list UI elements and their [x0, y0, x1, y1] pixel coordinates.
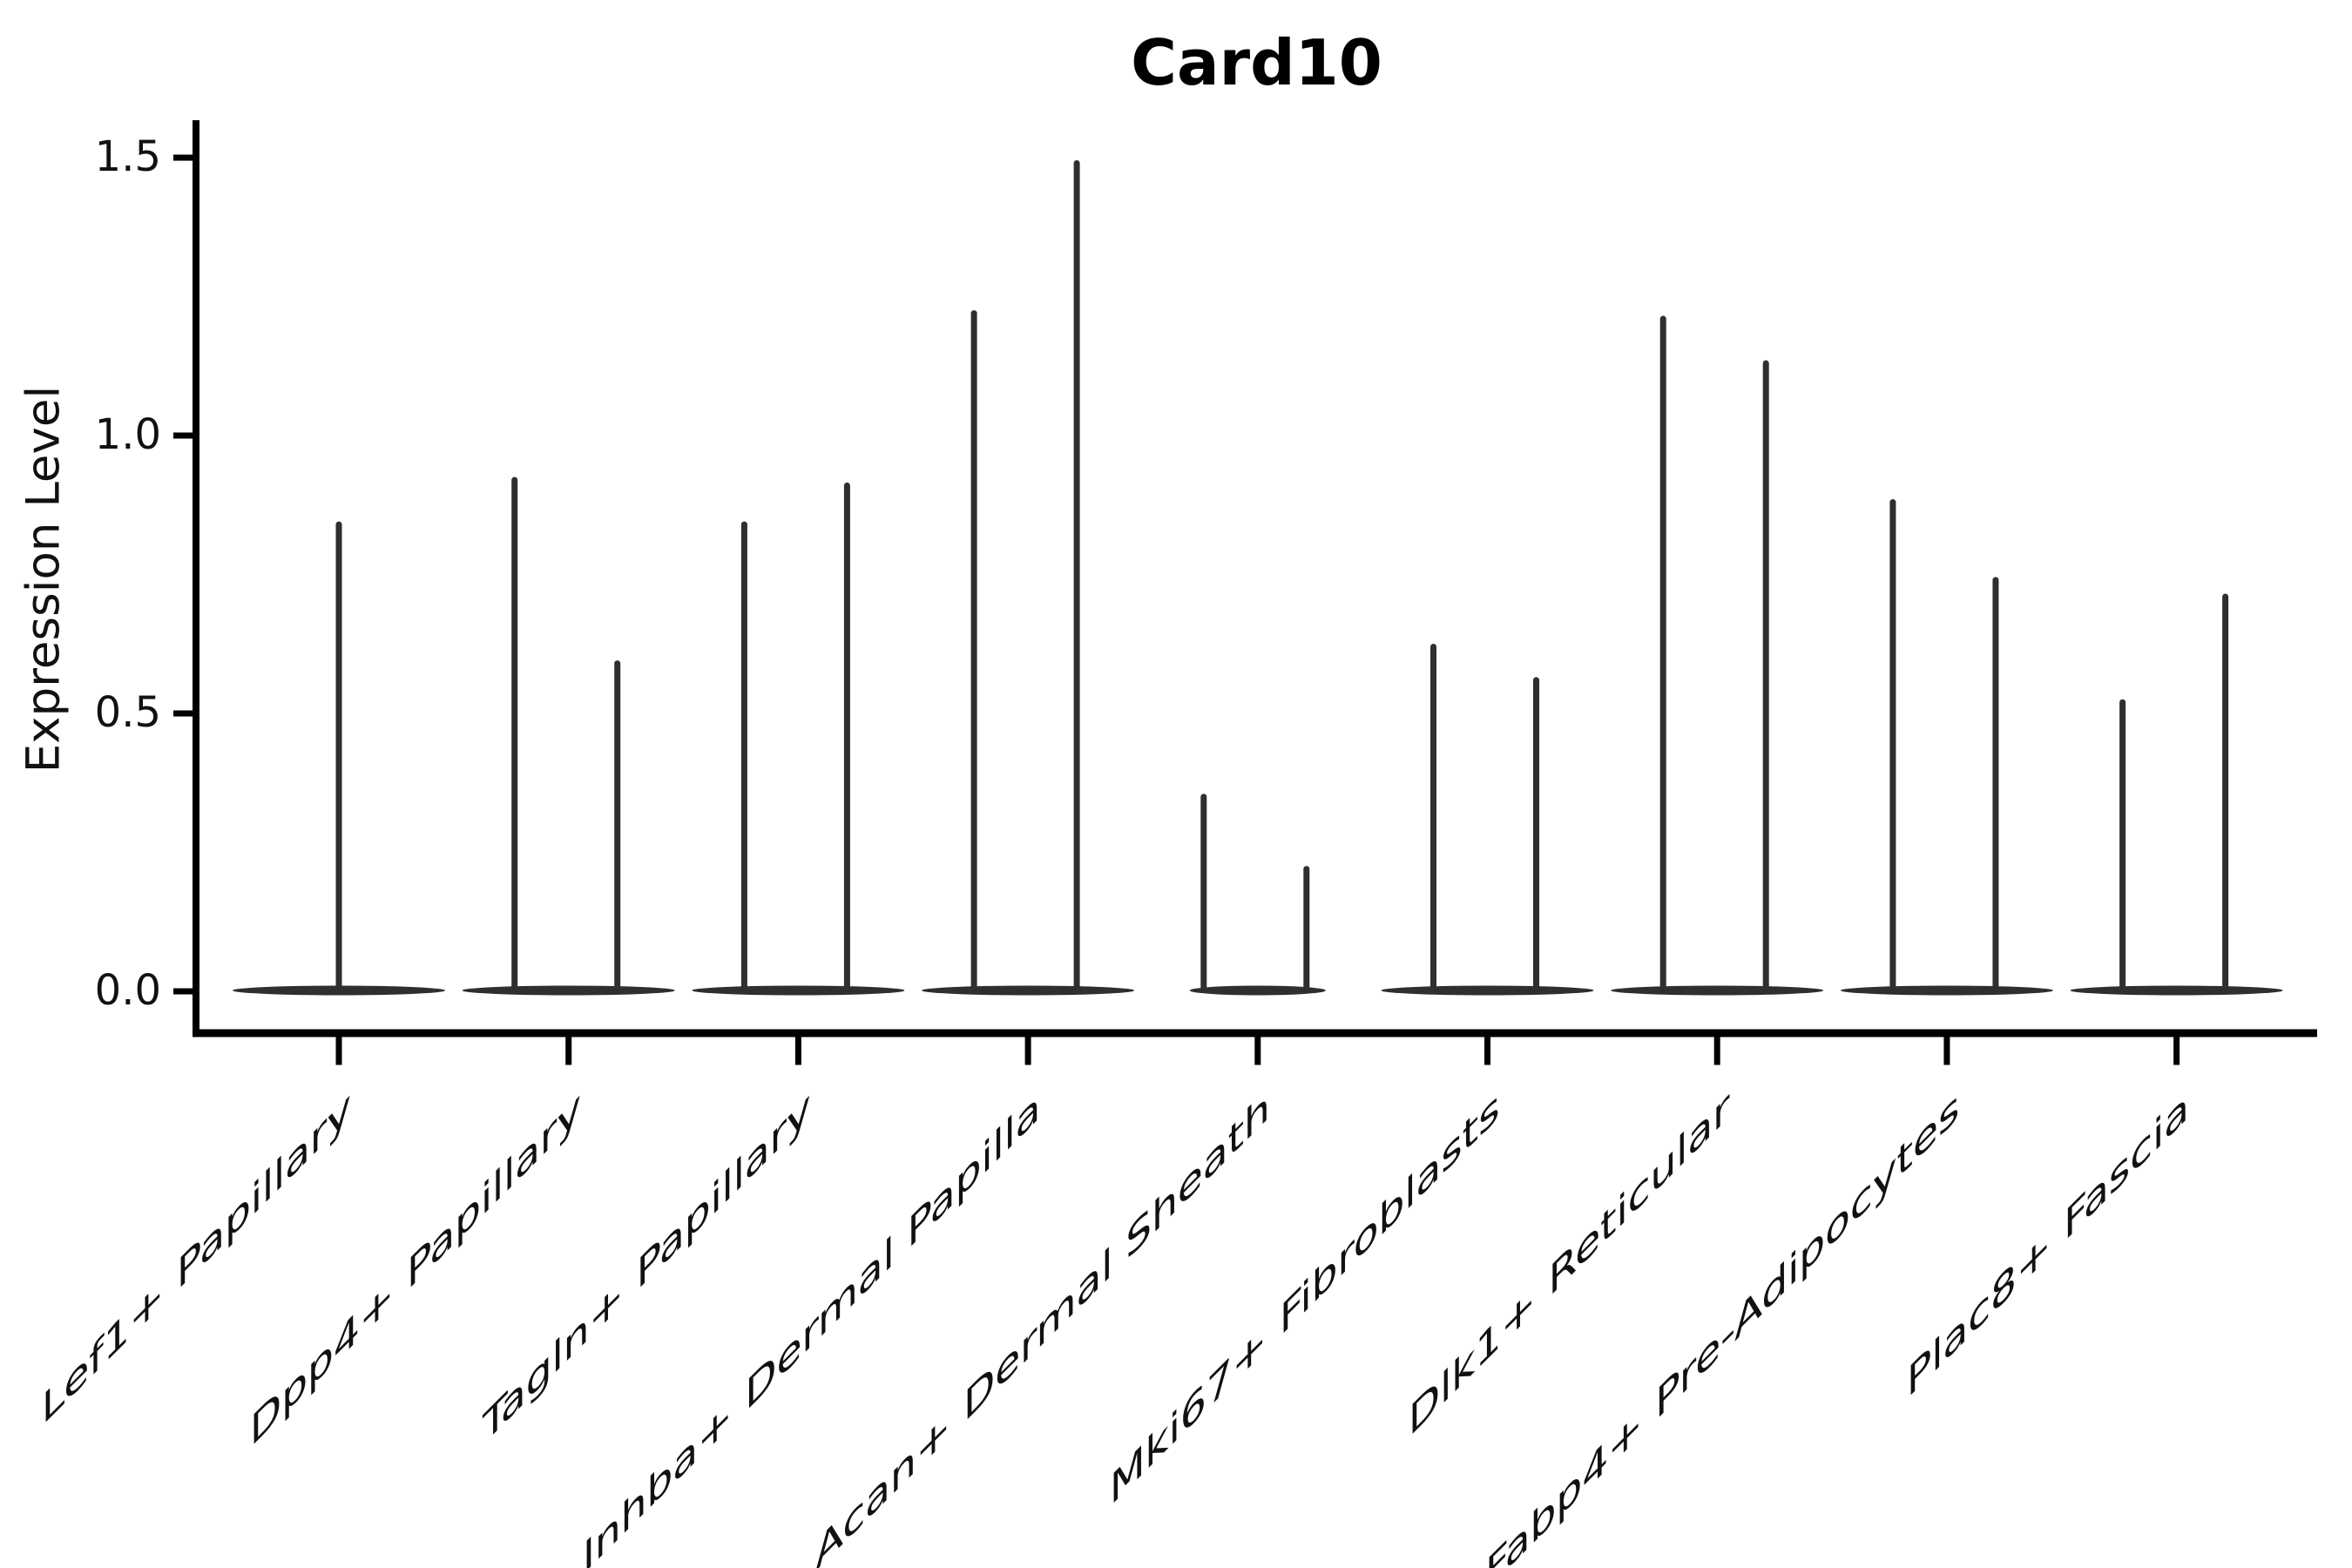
chart-title: Card10 [1131, 26, 1382, 99]
violin-base [922, 985, 1135, 996]
violin-base [1381, 985, 1594, 996]
violin-base [692, 985, 905, 996]
violin-base [1611, 985, 1824, 996]
violin-base [2070, 985, 2283, 996]
violin-base [462, 985, 675, 996]
violin-base [1189, 985, 1326, 996]
y-tick-label: 1.5 [94, 132, 161, 181]
violin-base [1840, 985, 2053, 996]
y-tick-label: 0.0 [94, 966, 161, 1015]
y-tick-label: 1.0 [94, 410, 161, 459]
y-tick-label: 0.5 [94, 688, 161, 737]
